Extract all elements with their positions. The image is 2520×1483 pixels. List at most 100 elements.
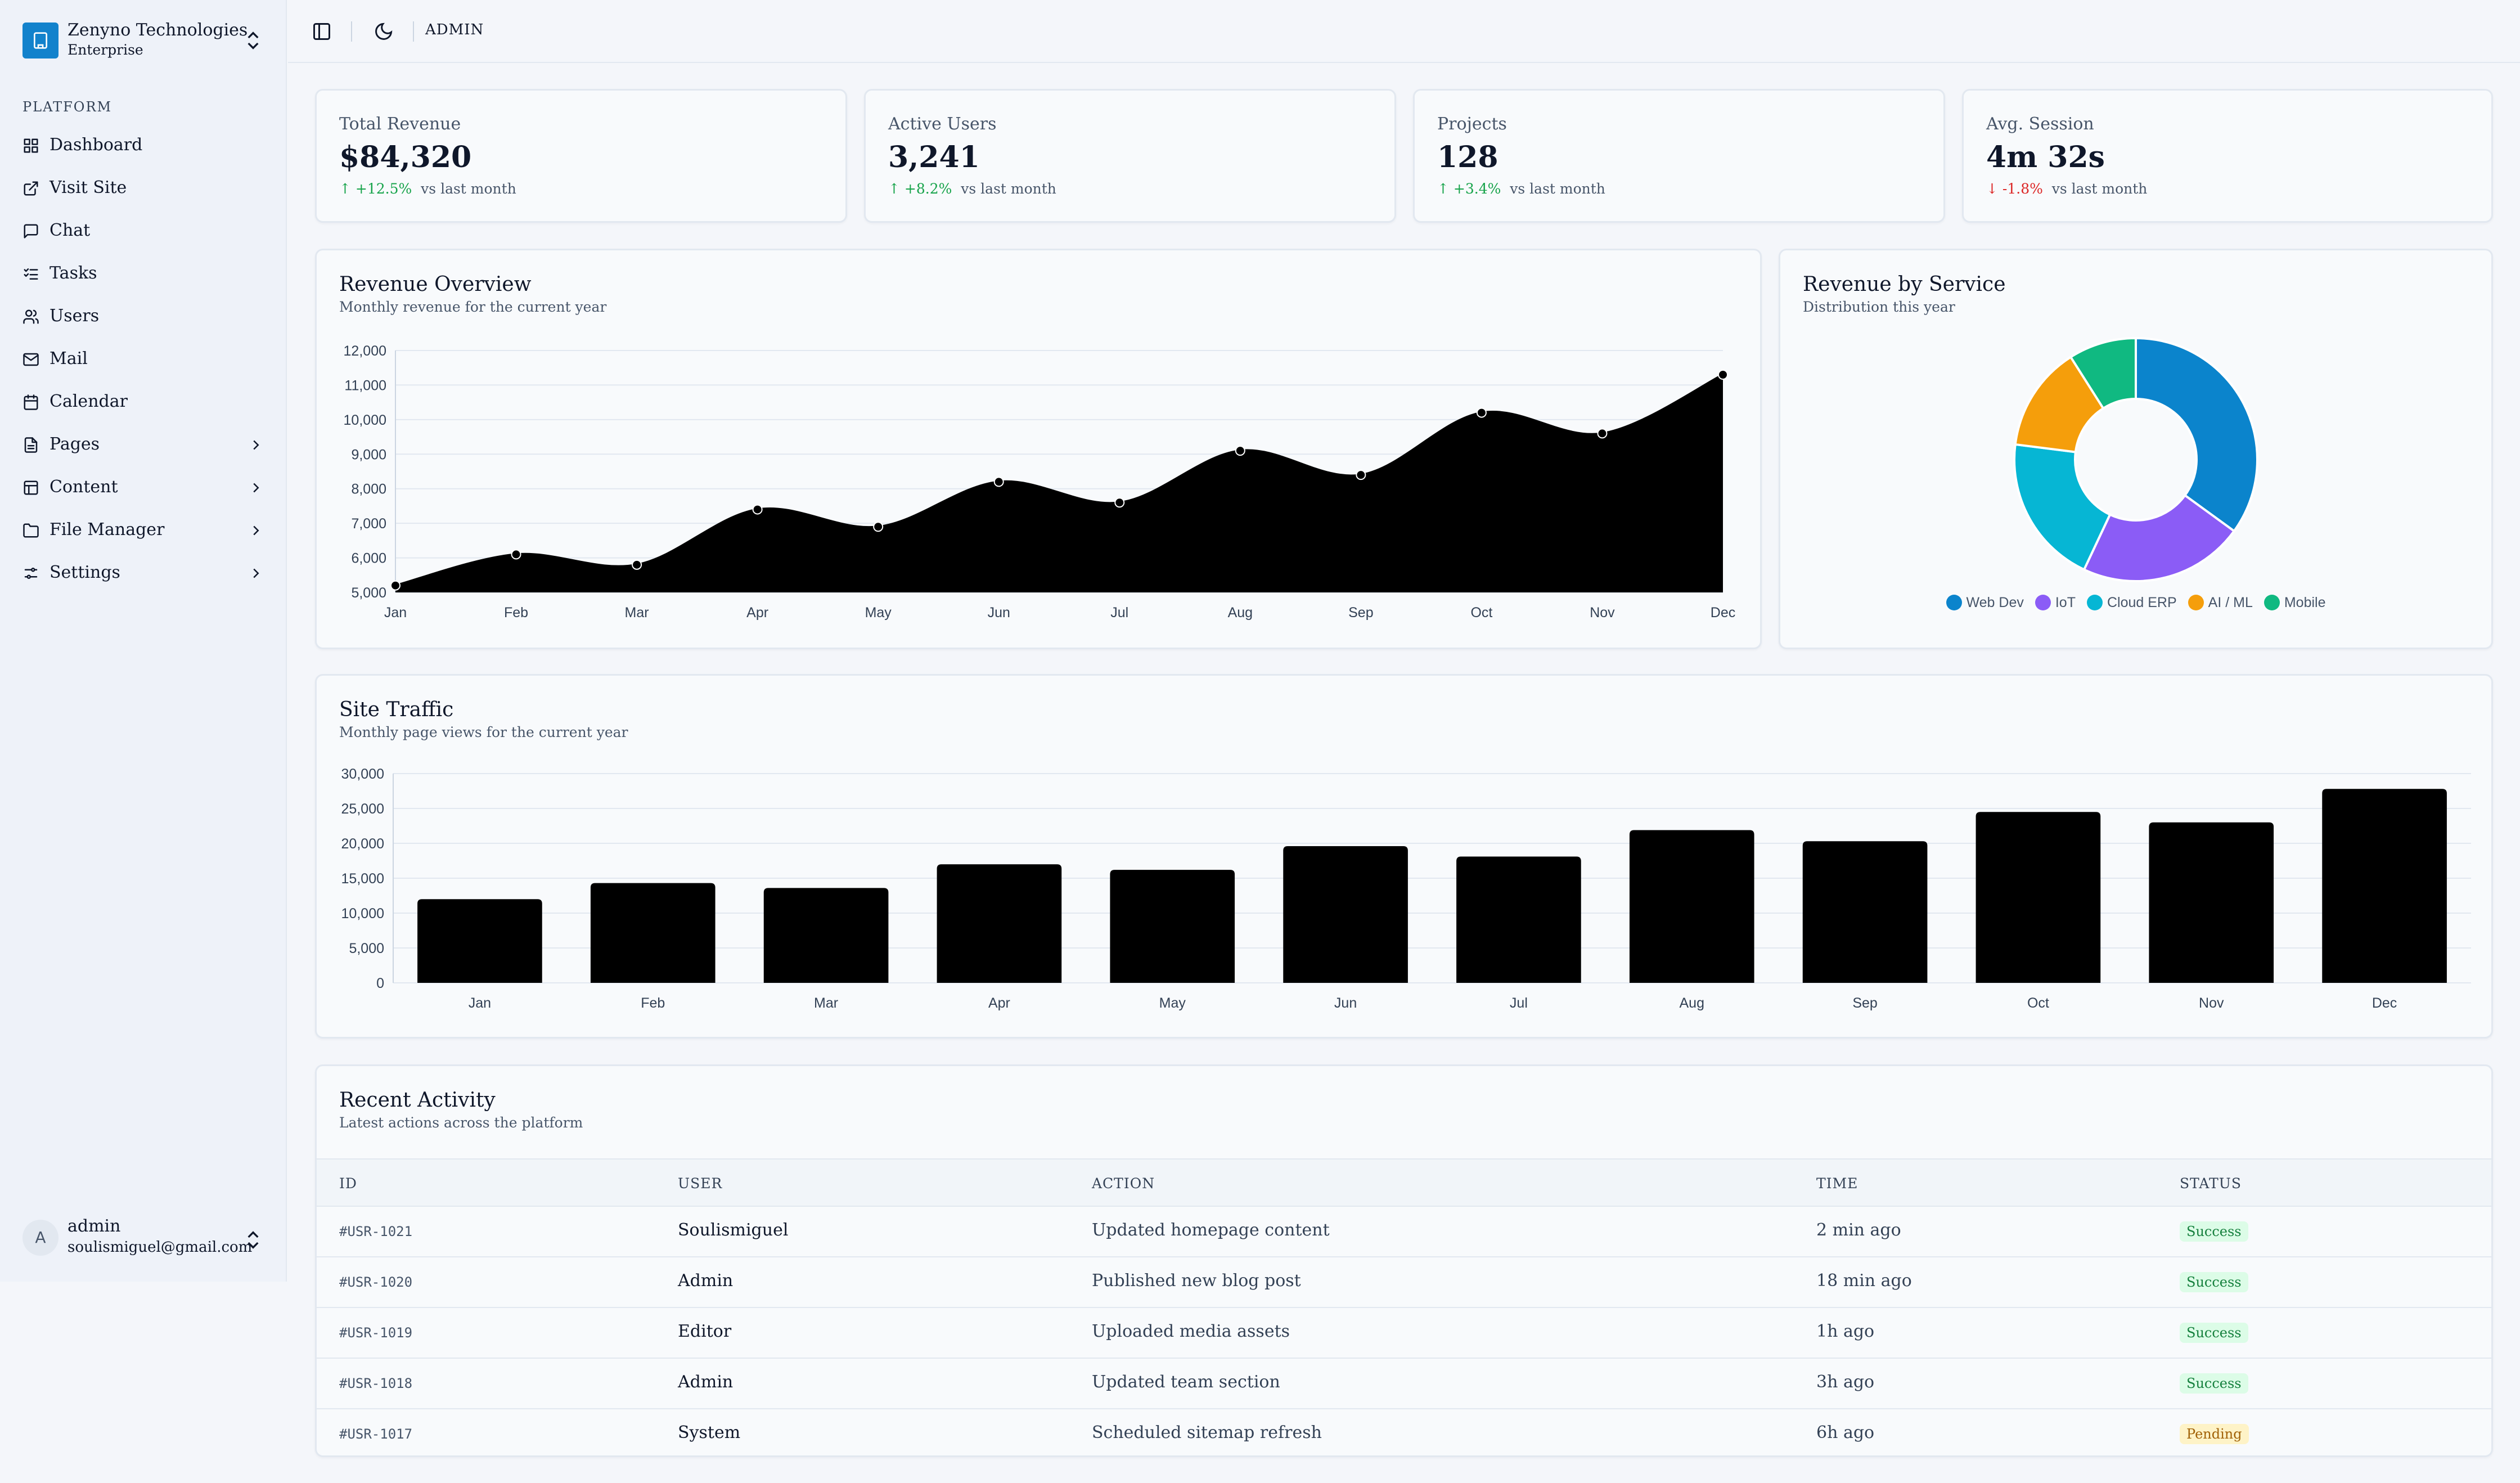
- data-point[interactable]: [1356, 470, 1366, 480]
- revenue-overview-card: Revenue Overview Monthly revenue for the…: [315, 249, 1762, 649]
- legend-item[interactable]: Web Dev: [1946, 595, 2024, 611]
- sidebar-item-label: Pages: [50, 434, 100, 454]
- status-badge: Success: [2180, 1323, 2248, 1343]
- y-tick-label: 8,000: [351, 482, 386, 497]
- legend-label: IoT: [2055, 595, 2076, 610]
- bar[interactable]: [1976, 812, 2101, 983]
- sidebar-item-tasks[interactable]: Tasks: [22, 259, 264, 288]
- sidebar-item-pages[interactable]: Pages: [22, 430, 264, 459]
- moon-icon[interactable]: [374, 21, 394, 42]
- table-row[interactable]: #USR-1019 Editor Uploaded media assets 1h a…: [317, 1308, 2491, 1359]
- bar[interactable]: [937, 864, 1062, 983]
- row-id: #USR-1020: [339, 1274, 413, 1290]
- donut-slice[interactable]: [2069, 336, 2137, 410]
- data-point[interactable]: [993, 477, 1004, 487]
- bar[interactable]: [2149, 822, 2274, 983]
- data-point[interactable]: [752, 504, 763, 515]
- delta-suffix: vs last month: [421, 181, 516, 197]
- legend-item[interactable]: AI / ML: [2188, 595, 2253, 611]
- delta-suffix: vs last month: [1510, 181, 1605, 197]
- donut-slice[interactable]: [2082, 493, 2236, 582]
- data-point[interactable]: [873, 522, 884, 532]
- bar[interactable]: [590, 883, 716, 983]
- sidebar-item-label: Content: [50, 477, 118, 497]
- x-tick-label: May: [1159, 995, 1186, 1011]
- delta-value: ↑ +8.2%: [888, 181, 952, 197]
- table-row[interactable]: #USR-1021 Soulismiguel Updated homepage co…: [317, 1207, 2491, 1257]
- page-title: ADMIN: [425, 21, 484, 38]
- sidebar-item-visit-site[interactable]: Visit Site: [22, 173, 264, 203]
- legend-item[interactable]: Mobile: [2264, 595, 2326, 611]
- avatar: A: [22, 1220, 58, 1256]
- legend-item[interactable]: IoT: [2035, 595, 2076, 611]
- sidebar-item-content[interactable]: Content: [22, 473, 264, 502]
- bar[interactable]: [417, 899, 542, 983]
- site-traffic-card: Site Traffic Monthly page views for the …: [315, 674, 2493, 1039]
- data-point[interactable]: [1718, 370, 1728, 380]
- stat-card: Avg. Session 4m 32s ↓ -1.8% vs last mont…: [1962, 89, 2493, 223]
- x-tick-label: May: [865, 605, 892, 621]
- row-time: 18 min ago: [1816, 1271, 1912, 1291]
- sidebar-toggle-icon[interactable]: [312, 21, 332, 42]
- sidebar-item-users[interactable]: Users: [22, 302, 264, 331]
- y-tick-label: 10,000: [344, 412, 386, 428]
- table-row[interactable]: #USR-1017 System Scheduled sitemap refresh…: [317, 1409, 2491, 1460]
- data-point[interactable]: [1597, 428, 1608, 439]
- data-point[interactable]: [390, 580, 400, 591]
- x-tick-label: Jan: [384, 605, 407, 621]
- row-id: #USR-1017: [339, 1426, 413, 1442]
- file-icon: [24, 437, 38, 453]
- table-row[interactable]: #USR-1020 Admin Published new blog post 18 …: [317, 1257, 2491, 1308]
- table-row[interactable]: #USR-1018 Admin Updated team section 3h ago…: [317, 1359, 2491, 1409]
- chevron-right-icon: [253, 568, 259, 578]
- donut-slice[interactable]: [2014, 355, 2105, 453]
- bar[interactable]: [763, 888, 889, 983]
- settings-icon: [24, 568, 38, 579]
- sidebar-item-mail[interactable]: Mail: [22, 344, 264, 374]
- data-point[interactable]: [1114, 497, 1125, 508]
- sidebar-item-label: File Manager: [50, 520, 165, 540]
- stat-value: 4m 32s: [1986, 140, 2105, 174]
- user-menu[interactable]: A admin soulismiguel@gmail.com: [22, 1215, 264, 1262]
- sidebar-item-file-manager[interactable]: File Manager: [22, 515, 264, 545]
- stat-value: $84,320: [339, 140, 472, 174]
- legend-item[interactable]: Cloud ERP: [2086, 595, 2177, 611]
- bar[interactable]: [1456, 856, 1581, 983]
- sidebar-item-chat[interactable]: Chat: [22, 216, 264, 245]
- revenue-area: [395, 375, 1723, 592]
- sidebar-item-settings[interactable]: Settings: [22, 558, 264, 587]
- user-name: admin: [68, 1216, 121, 1236]
- sidebar-section-label: PLATFORM: [22, 99, 112, 115]
- team-switcher[interactable]: Zenyno Technologies Enterprise: [22, 20, 264, 61]
- x-tick-label: Jul: [1510, 995, 1528, 1011]
- row-action: Scheduled sitemap refresh: [1092, 1423, 1322, 1442]
- recent-activity-card: Recent Activity Latest actions across th…: [315, 1064, 2493, 1457]
- x-tick-label: Jun: [1334, 995, 1357, 1011]
- sidebar-item-dashboard[interactable]: Dashboard: [22, 131, 264, 160]
- data-point[interactable]: [632, 559, 642, 570]
- stat-delta: ↓ -1.8% vs last month: [1986, 181, 2147, 197]
- y-tick-label: 20,000: [341, 836, 384, 852]
- card-title: Recent Activity: [339, 1089, 496, 1112]
- bar[interactable]: [1110, 870, 1235, 983]
- donut-slice[interactable]: [2135, 336, 2258, 533]
- bar[interactable]: [1629, 830, 1754, 983]
- y-tick-label: 30,000: [341, 766, 384, 782]
- card-title: Site Traffic: [339, 698, 454, 721]
- row-time: 1h ago: [1816, 1322, 1875, 1341]
- y-tick-label: 5,000: [351, 585, 386, 601]
- bar[interactable]: [1802, 841, 1928, 983]
- bar[interactable]: [1283, 846, 1408, 983]
- stat-delta: ↑ +3.4% vs last month: [1437, 181, 1605, 197]
- bar[interactable]: [2322, 789, 2447, 983]
- data-point[interactable]: [511, 549, 521, 560]
- building-icon: [22, 23, 58, 59]
- card-title: Revenue by Service: [1803, 273, 2006, 296]
- service-donut-chart: [2013, 336, 2258, 582]
- sidebar-item-calendar[interactable]: Calendar: [22, 387, 264, 416]
- status-badge: Pending: [2180, 1424, 2249, 1444]
- folder-icon: [23, 523, 39, 538]
- data-point[interactable]: [1476, 407, 1487, 418]
- data-point[interactable]: [1235, 446, 1245, 456]
- donut-slice[interactable]: [2013, 443, 2112, 572]
